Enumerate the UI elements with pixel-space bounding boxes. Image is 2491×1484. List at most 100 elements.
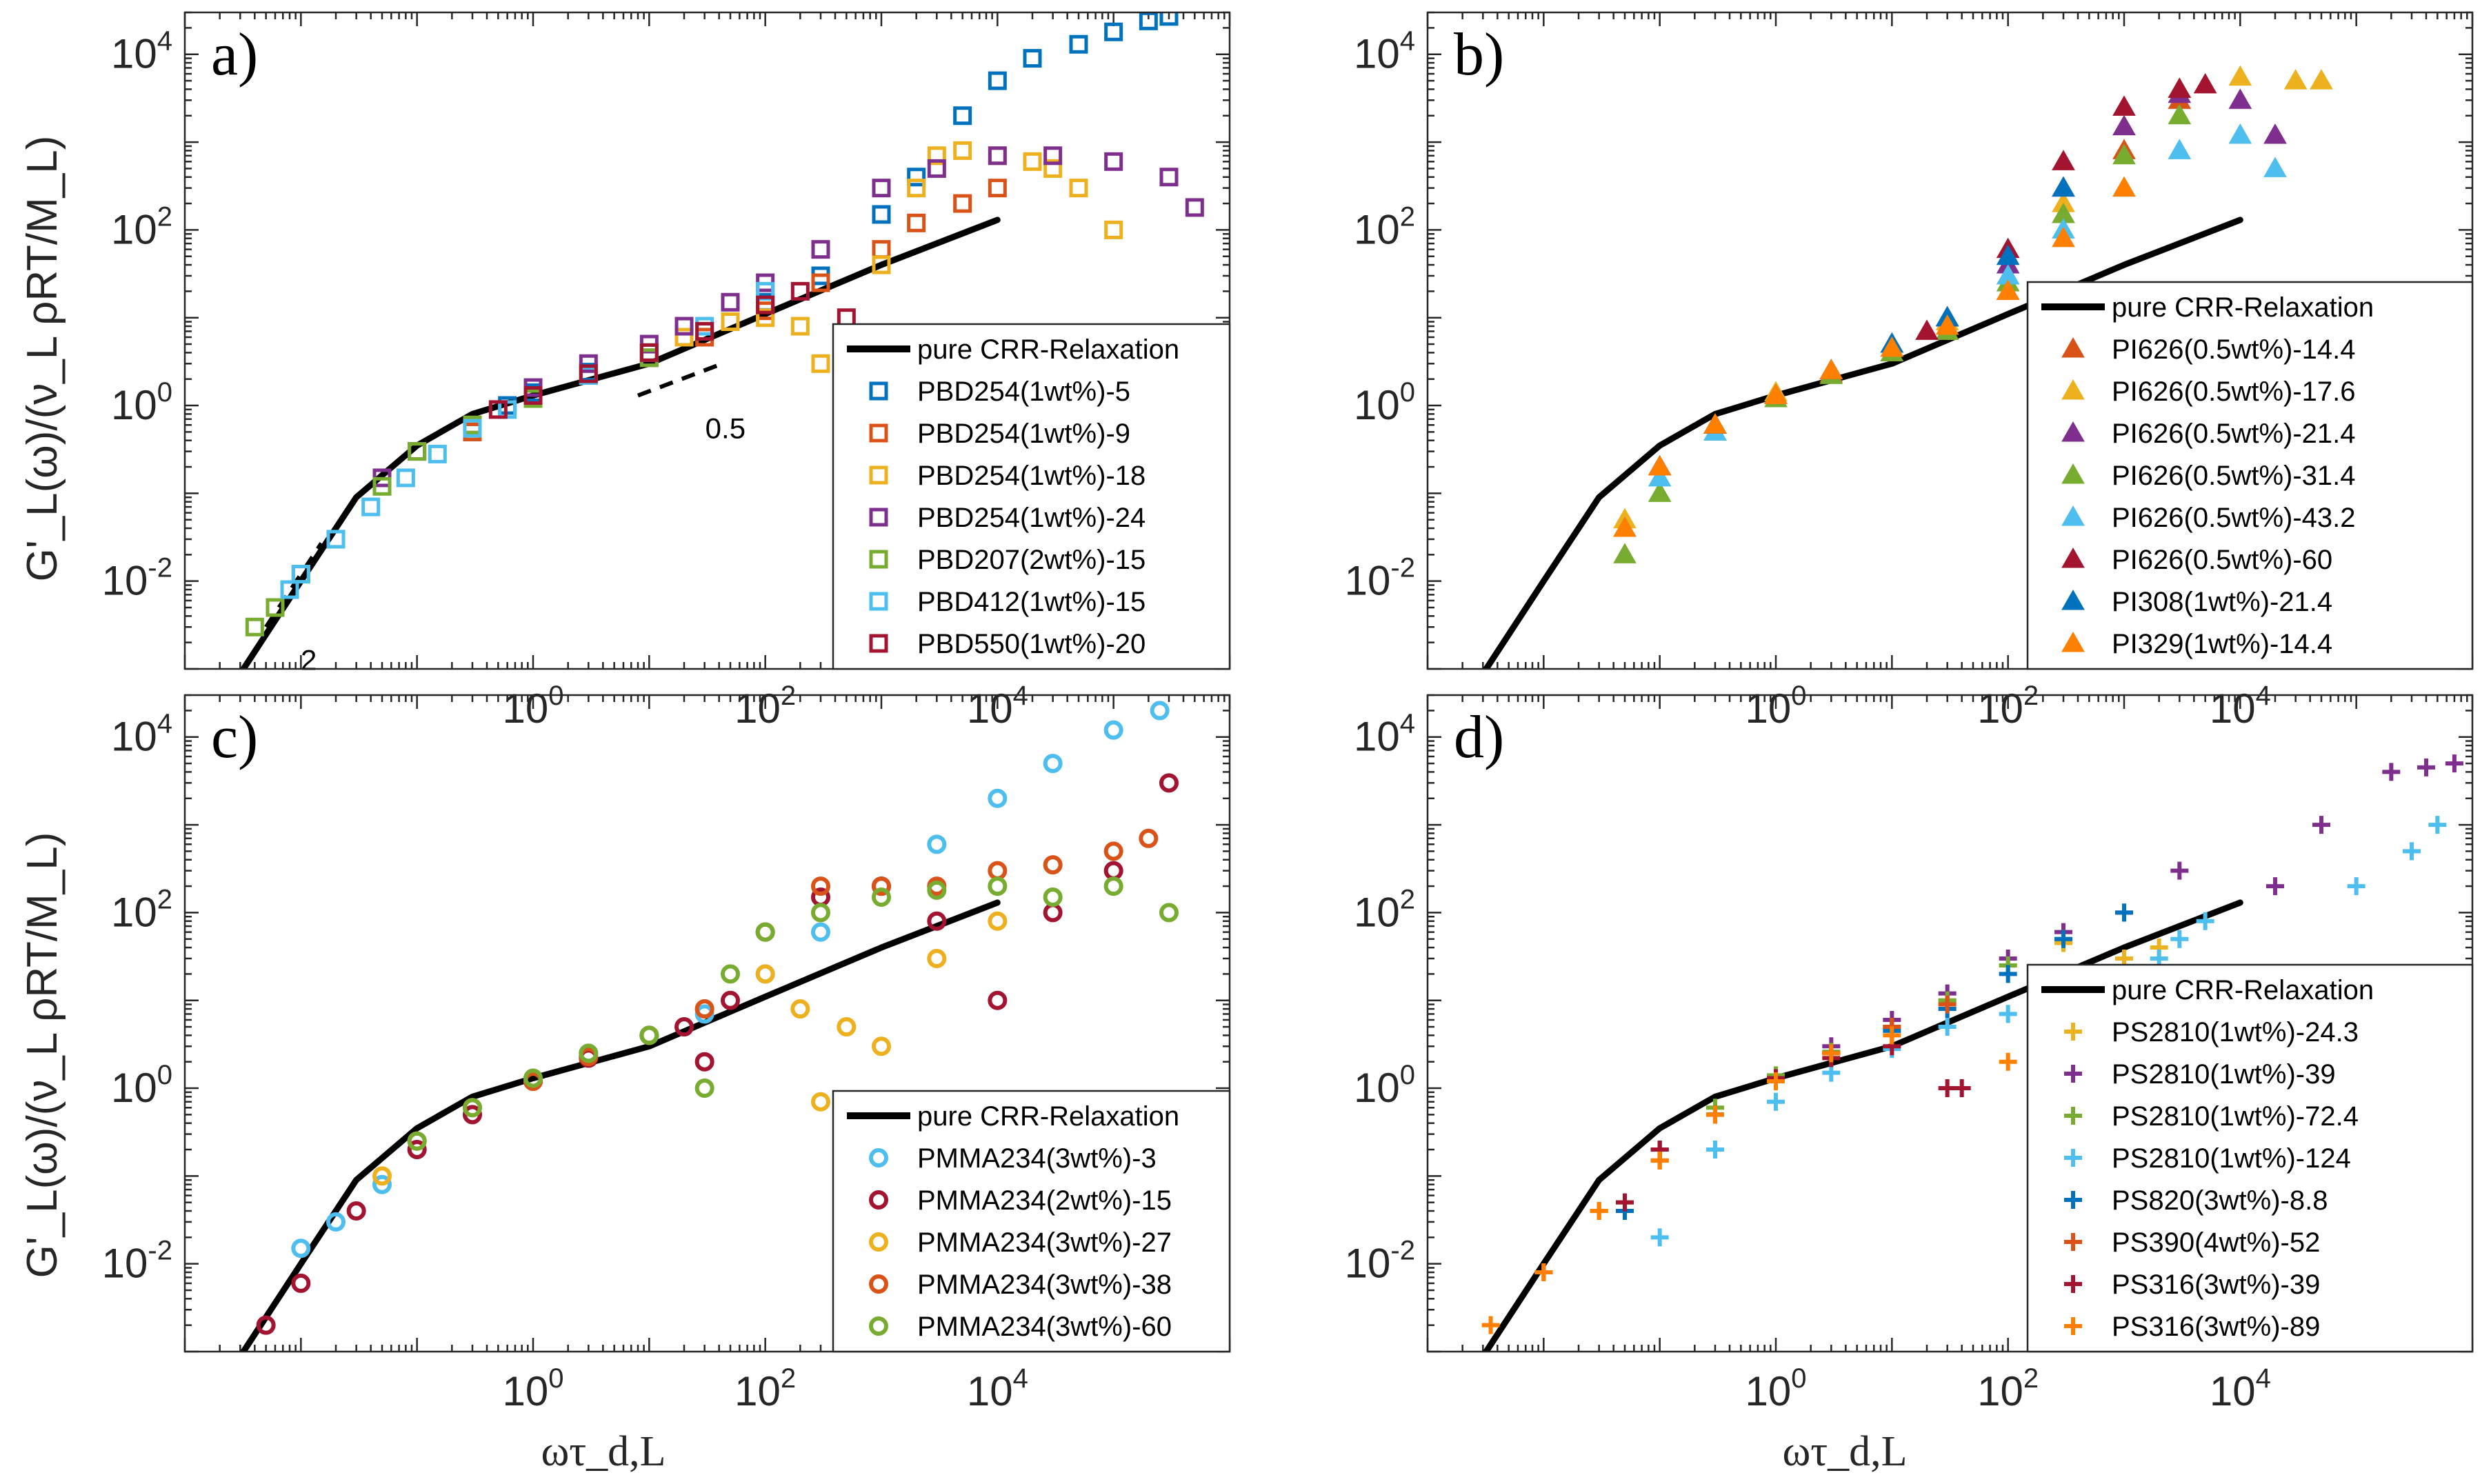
data-point — [988, 71, 1007, 90]
data-point — [2382, 763, 2401, 781]
legend-marker — [2061, 505, 2085, 526]
data-point — [462, 1105, 482, 1125]
data-point — [907, 168, 926, 187]
data-point — [721, 292, 740, 312]
data-point — [2417, 758, 2436, 776]
data-point — [790, 281, 810, 301]
legend-entry-label: pure CRR-Relaxation — [2112, 975, 2374, 1005]
plot-frame — [183, 694, 1231, 1353]
data-point — [1999, 1052, 2017, 1071]
slope-line — [264, 542, 323, 628]
legend-marker — [2064, 1149, 2082, 1167]
y-tick-label: 104 — [1354, 709, 1415, 760]
data-point — [1043, 855, 1063, 875]
data-point — [1705, 1141, 1724, 1159]
legend-marker — [2064, 1233, 2082, 1251]
data-point — [810, 922, 830, 942]
data-point — [291, 1239, 311, 1259]
data-point — [2310, 69, 2333, 90]
legend-entry-label: PI308(1wt%)-21.4 — [2112, 587, 2332, 617]
data-point — [579, 364, 598, 383]
x-tick-label: 104 — [2210, 1363, 2271, 1414]
data-point — [1650, 1228, 1669, 1247]
data-point — [1703, 413, 1727, 434]
legend-entry-label: pure CRR-Relaxation — [917, 334, 1179, 365]
legend-box — [832, 1090, 1231, 1353]
data-point — [872, 887, 891, 907]
legend-entry-label: PI626(0.5wt%)-43.2 — [2112, 503, 2356, 533]
plot-area — [1483, 65, 2333, 669]
data-point — [1996, 244, 2020, 265]
data-point — [2170, 930, 2189, 948]
data-point — [2170, 861, 2189, 880]
data-point — [811, 273, 830, 292]
data-point — [927, 146, 946, 166]
slope-label: 0.5 — [706, 412, 746, 445]
data-point — [988, 146, 1007, 166]
x-tick-label: 104 — [967, 1363, 1028, 1414]
data-point — [1883, 1026, 1901, 1045]
data-point — [1104, 152, 1123, 171]
data-point — [1822, 1044, 1841, 1063]
data-point — [2112, 95, 2136, 116]
data-point — [872, 255, 891, 274]
legend-entry-label: PMMA234(3wt%)-60 — [917, 1312, 1172, 1342]
legend-box — [832, 323, 1231, 670]
legend-marker — [869, 1190, 888, 1210]
data-point — [1615, 1193, 1634, 1212]
data-point — [396, 468, 415, 488]
y-tick-label: 102 — [111, 884, 172, 935]
legend-marker — [869, 423, 888, 443]
legend-entry-label: PI626(0.5wt%)-14.4 — [2112, 334, 2356, 365]
data-point — [523, 386, 543, 405]
data-point — [1767, 1072, 1785, 1090]
data-point — [2428, 816, 2447, 834]
data-point — [488, 400, 508, 419]
data-point — [810, 876, 830, 896]
legend-entry-label: PI626(0.5wt%)-31.4 — [2112, 461, 2356, 491]
data-point — [639, 343, 659, 362]
plot-area — [240, 12, 1204, 669]
data-point — [1648, 465, 1672, 487]
data-point — [463, 419, 482, 438]
tick-labels: 100 102 104 10-2 100 102 104 — [1345, 26, 2271, 732]
data-point — [927, 948, 947, 968]
data-point — [2052, 176, 2075, 197]
legend-marker — [869, 550, 888, 569]
legend-marker — [2061, 463, 2085, 484]
data-point — [790, 999, 810, 1019]
legend: pure CRR-Relaxation PI626(0.5wt%)-14.4 PI6… — [2026, 281, 2474, 670]
data-point — [755, 964, 775, 984]
data-point — [927, 159, 946, 178]
data-point — [1159, 168, 1179, 187]
data-point — [361, 497, 381, 517]
data-point — [872, 876, 891, 896]
x-axis-label-left: ωτ_d,L — [541, 1428, 666, 1475]
data-point — [1103, 841, 1123, 861]
data-point — [810, 903, 830, 923]
data-point — [2228, 65, 2252, 86]
legend-entry-label: PI329(1wt%)-14.4 — [2112, 629, 2332, 659]
data-point — [372, 477, 392, 496]
panel-label: a) — [211, 21, 258, 88]
data-point — [1043, 754, 1063, 774]
panel-b: 100 102 104 10-2 100 102 104 b) pure CRR-Relaxat… — [1345, 11, 2474, 732]
data-point — [1705, 1105, 1724, 1124]
data-point — [1590, 1202, 1608, 1221]
data-point — [1104, 220, 1123, 239]
y-tick-label: 10-2 — [1345, 1236, 1415, 1287]
data-point — [2263, 157, 2287, 177]
data-point — [1159, 12, 1179, 26]
data-point — [1613, 543, 1637, 563]
data-point — [988, 990, 1008, 1010]
panel-label: d) — [1454, 704, 1504, 771]
data-point — [1185, 198, 1204, 217]
data-point — [2112, 176, 2136, 197]
data-point — [1650, 1151, 1669, 1170]
data-point — [2283, 69, 2308, 90]
data-point — [2168, 103, 2192, 125]
data-point — [1648, 455, 1672, 476]
legend-entry-label: PS820(3wt%)-8.8 — [2112, 1185, 2328, 1216]
plot-area — [1481, 754, 2463, 1352]
y-tick-label: 10-2 — [1345, 553, 1415, 604]
